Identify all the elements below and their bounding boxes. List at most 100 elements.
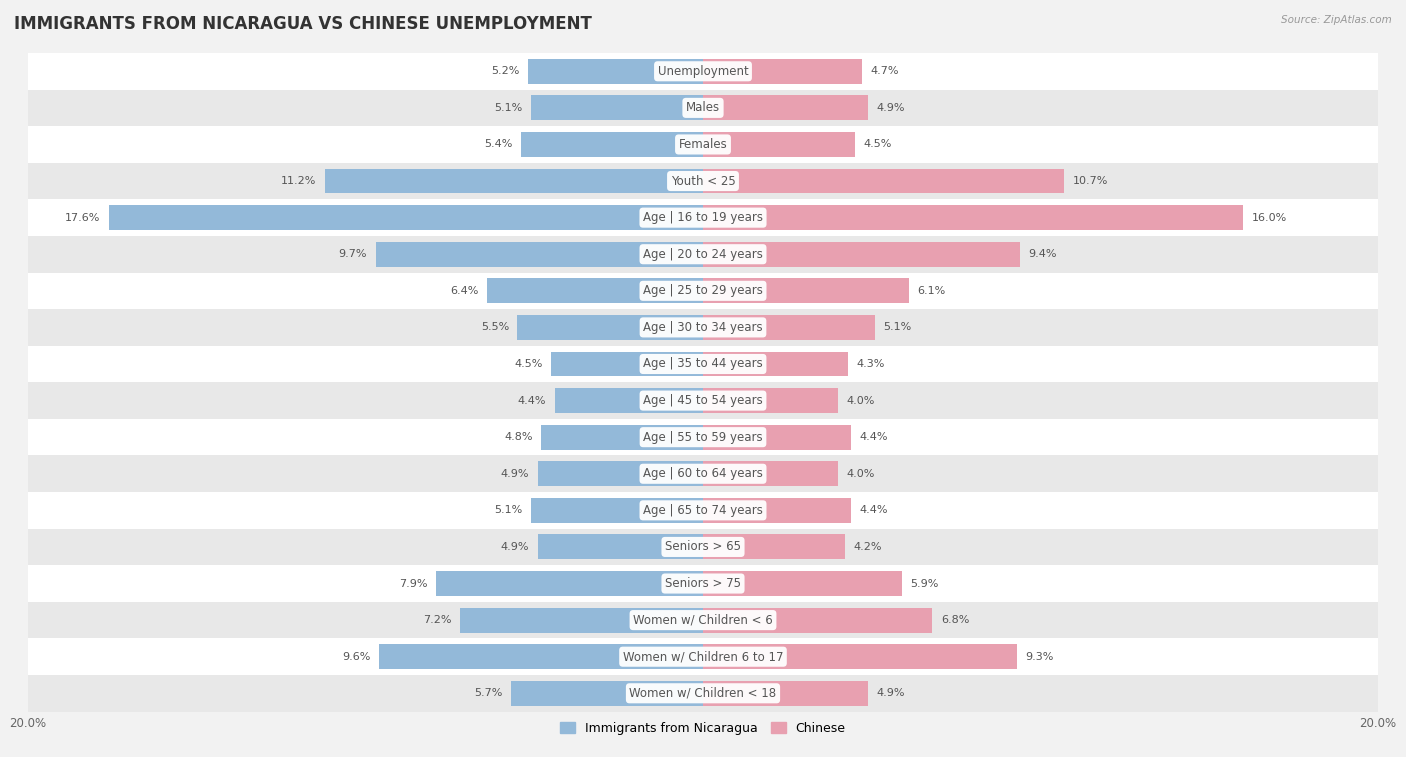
Text: 5.9%: 5.9%: [911, 578, 939, 588]
Text: Age | 65 to 74 years: Age | 65 to 74 years: [643, 504, 763, 517]
Bar: [380, 644, 703, 669]
Text: 5.5%: 5.5%: [481, 322, 509, 332]
Bar: [520, 132, 703, 157]
Text: 5.1%: 5.1%: [883, 322, 911, 332]
Text: Women w/ Children 6 to 17: Women w/ Children 6 to 17: [623, 650, 783, 663]
Bar: [28, 163, 1378, 199]
Bar: [703, 279, 908, 304]
Text: Seniors > 65: Seniors > 65: [665, 540, 741, 553]
Bar: [28, 236, 1378, 273]
Bar: [460, 608, 703, 633]
Text: Age | 35 to 44 years: Age | 35 to 44 years: [643, 357, 763, 370]
Bar: [436, 571, 703, 596]
Text: 9.4%: 9.4%: [1029, 249, 1057, 259]
Text: IMMIGRANTS FROM NICARAGUA VS CHINESE UNEMPLOYMENT: IMMIGRANTS FROM NICARAGUA VS CHINESE UNE…: [14, 15, 592, 33]
Text: 10.7%: 10.7%: [1073, 176, 1108, 186]
Text: 4.0%: 4.0%: [846, 469, 875, 478]
Bar: [28, 309, 1378, 346]
Bar: [325, 169, 703, 194]
Text: 9.3%: 9.3%: [1025, 652, 1053, 662]
Bar: [517, 315, 703, 340]
Text: 5.7%: 5.7%: [474, 688, 502, 698]
Bar: [703, 425, 852, 450]
Bar: [28, 346, 1378, 382]
Text: Source: ZipAtlas.com: Source: ZipAtlas.com: [1281, 15, 1392, 25]
Text: 5.4%: 5.4%: [484, 139, 512, 149]
Text: 4.4%: 4.4%: [517, 396, 546, 406]
Bar: [537, 461, 703, 486]
Text: 4.7%: 4.7%: [870, 67, 898, 76]
Bar: [375, 241, 703, 266]
Text: 4.5%: 4.5%: [863, 139, 891, 149]
Bar: [486, 279, 703, 304]
Bar: [28, 89, 1378, 126]
Text: 6.8%: 6.8%: [941, 615, 969, 625]
Bar: [703, 169, 1064, 194]
Bar: [28, 492, 1378, 528]
Text: 11.2%: 11.2%: [281, 176, 316, 186]
Text: 5.1%: 5.1%: [495, 506, 523, 516]
Text: 4.8%: 4.8%: [505, 432, 533, 442]
Bar: [703, 681, 869, 706]
Text: Age | 60 to 64 years: Age | 60 to 64 years: [643, 467, 763, 480]
Text: 4.9%: 4.9%: [501, 542, 529, 552]
Text: Females: Females: [679, 138, 727, 151]
Bar: [510, 681, 703, 706]
Text: Seniors > 75: Seniors > 75: [665, 577, 741, 590]
Text: Age | 55 to 59 years: Age | 55 to 59 years: [643, 431, 763, 444]
Bar: [531, 95, 703, 120]
Text: 4.0%: 4.0%: [846, 396, 875, 406]
Bar: [531, 498, 703, 523]
Bar: [703, 315, 875, 340]
Bar: [28, 675, 1378, 712]
Text: 7.9%: 7.9%: [399, 578, 427, 588]
Text: Age | 20 to 24 years: Age | 20 to 24 years: [643, 248, 763, 260]
Bar: [703, 241, 1021, 266]
Text: Age | 30 to 34 years: Age | 30 to 34 years: [643, 321, 763, 334]
Bar: [28, 126, 1378, 163]
Bar: [703, 461, 838, 486]
Bar: [28, 565, 1378, 602]
Text: Age | 45 to 54 years: Age | 45 to 54 years: [643, 394, 763, 407]
Bar: [703, 644, 1017, 669]
Bar: [110, 205, 703, 230]
Bar: [28, 419, 1378, 456]
Bar: [703, 498, 852, 523]
Bar: [28, 528, 1378, 565]
Bar: [703, 534, 845, 559]
Text: Women w/ Children < 6: Women w/ Children < 6: [633, 614, 773, 627]
Text: Males: Males: [686, 101, 720, 114]
Text: 17.6%: 17.6%: [65, 213, 101, 223]
Text: Women w/ Children < 18: Women w/ Children < 18: [630, 687, 776, 699]
Bar: [28, 273, 1378, 309]
Bar: [537, 534, 703, 559]
Bar: [28, 602, 1378, 638]
Text: 4.4%: 4.4%: [860, 506, 889, 516]
Text: 5.1%: 5.1%: [495, 103, 523, 113]
Bar: [703, 132, 855, 157]
Bar: [703, 571, 903, 596]
Bar: [28, 456, 1378, 492]
Text: 9.6%: 9.6%: [342, 652, 371, 662]
Text: 4.4%: 4.4%: [860, 432, 889, 442]
Text: Youth < 25: Youth < 25: [671, 175, 735, 188]
Text: 4.5%: 4.5%: [515, 359, 543, 369]
Bar: [28, 199, 1378, 236]
Bar: [703, 59, 862, 84]
Bar: [703, 608, 932, 633]
Text: 4.9%: 4.9%: [877, 688, 905, 698]
Bar: [28, 53, 1378, 89]
Bar: [551, 351, 703, 376]
Bar: [703, 205, 1243, 230]
Text: 5.2%: 5.2%: [491, 67, 519, 76]
Text: 16.0%: 16.0%: [1251, 213, 1286, 223]
Text: 4.9%: 4.9%: [877, 103, 905, 113]
Text: 4.9%: 4.9%: [501, 469, 529, 478]
Text: 7.2%: 7.2%: [423, 615, 451, 625]
Bar: [541, 425, 703, 450]
Text: 6.4%: 6.4%: [450, 286, 478, 296]
Text: 9.7%: 9.7%: [339, 249, 367, 259]
Text: 4.3%: 4.3%: [856, 359, 884, 369]
Bar: [554, 388, 703, 413]
Bar: [703, 95, 869, 120]
